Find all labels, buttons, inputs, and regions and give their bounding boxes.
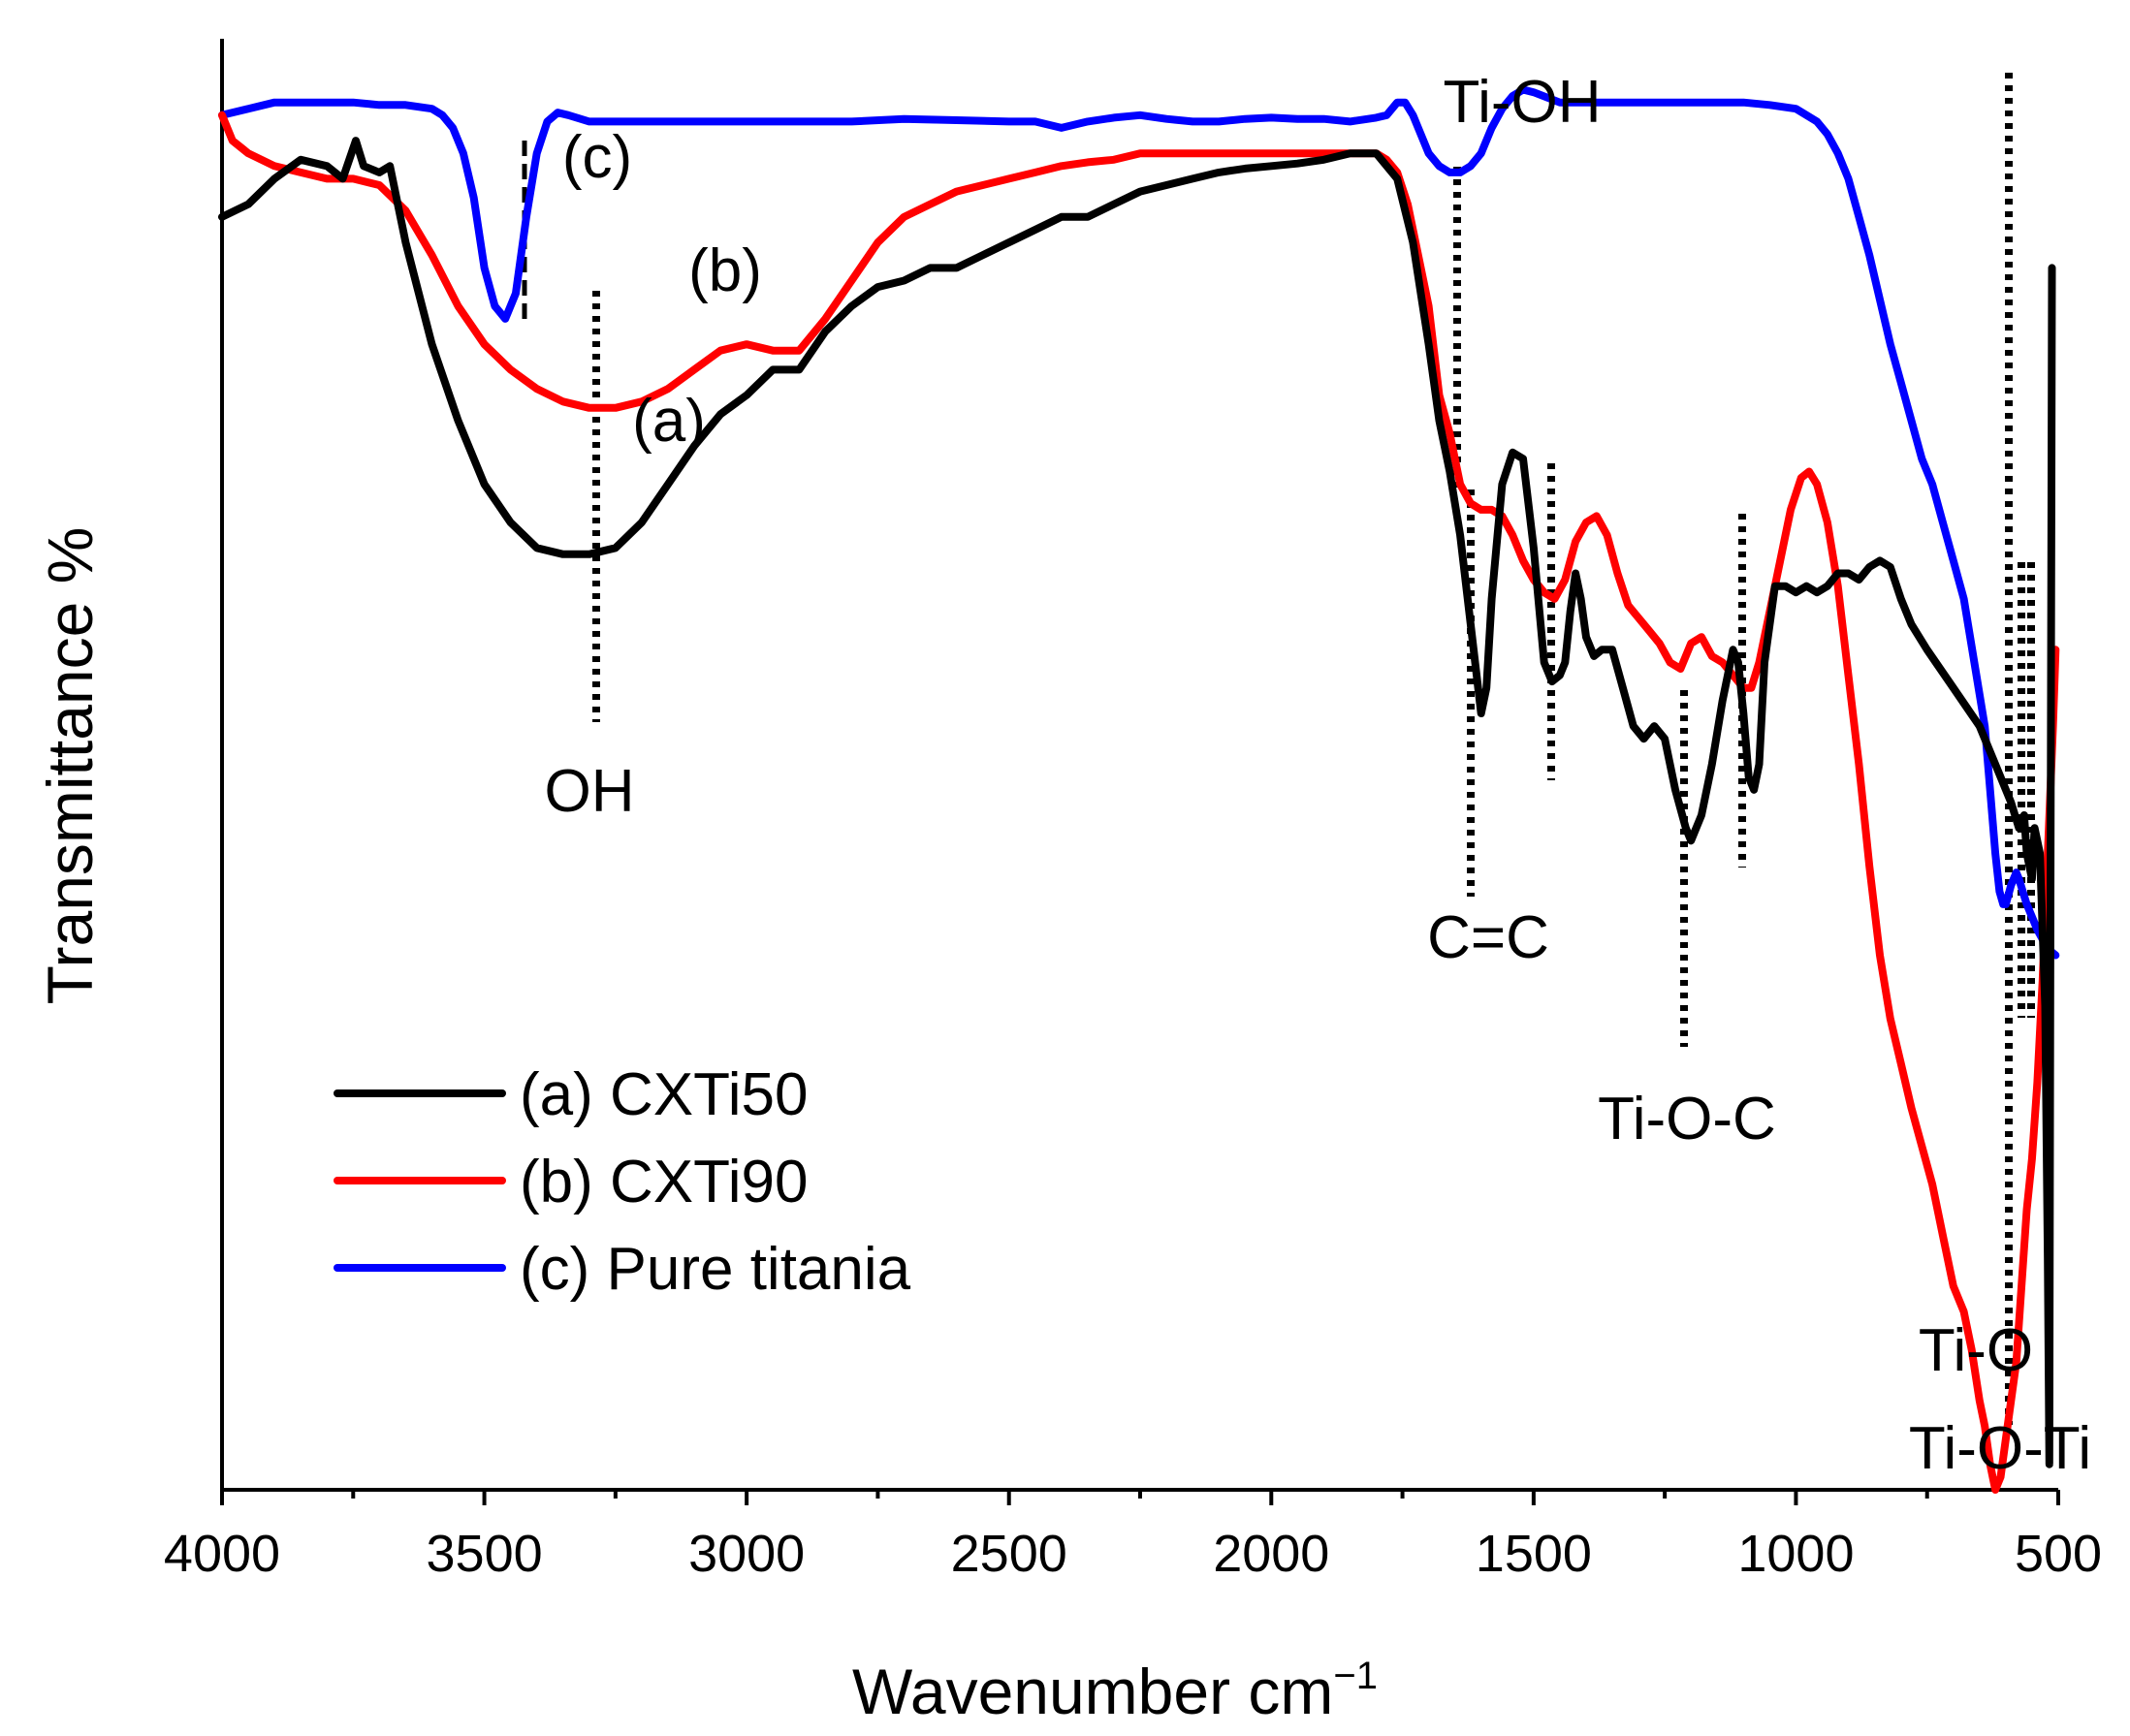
annotation-ti-o-c: Ti-O-C (1598, 1086, 1776, 1152)
curve-label-c: (c) (562, 124, 632, 191)
x-tick-label-1000: 1000 (1737, 1525, 1854, 1583)
legend-label-c: (c) Pure titania (520, 1236, 911, 1303)
x-tick-label-3000: 3000 (688, 1525, 805, 1583)
y-axis-title: Transmittance % (34, 527, 106, 1005)
x-axis-title: Wavenumber cm−1 (852, 1655, 1378, 1727)
annotation-oh: OH (545, 758, 635, 825)
x-tick-label-2000: 2000 (1213, 1525, 1329, 1583)
series-line-a (218, 137, 2056, 1468)
x-tick-label-3500: 3500 (427, 1525, 543, 1583)
annotation-ti-o: Ti-O (1919, 1317, 2033, 1384)
annotation-ti-oh: Ti-OH (1444, 69, 1602, 136)
x-tick-label-4000: 4000 (164, 1525, 280, 1583)
x-axis-title-sup: −1 (1333, 1655, 1378, 1697)
x-tick-label-2500: 2500 (951, 1525, 1067, 1583)
x-axis-title-main: Wavenumber cm (852, 1656, 1333, 1727)
legend: (a) CXTi50 (b) CXTi90 (c) Pure titania (334, 1061, 911, 1303)
curve-label-b: (b) (688, 237, 762, 304)
x-tick-label-1500: 1500 (1476, 1525, 1592, 1583)
series-line-c (218, 85, 2060, 960)
x-tick-label-500: 500 (2015, 1525, 2102, 1583)
annotation-c-c: C=C (1427, 904, 1549, 971)
curve-label-a: (a) (632, 388, 706, 455)
x-ticks: 4000 3500 3000 2500 2000 1500 1000 500 (164, 1490, 2102, 1583)
annotation-ti-o-ti: Ti-O-Ti (1909, 1415, 2091, 1482)
legend-label-a: (a) CXTi50 (520, 1061, 808, 1128)
legend-label-b: (b) CXTi90 (520, 1149, 808, 1215)
series-group (218, 85, 2060, 1494)
series-line-b (218, 110, 2060, 1494)
